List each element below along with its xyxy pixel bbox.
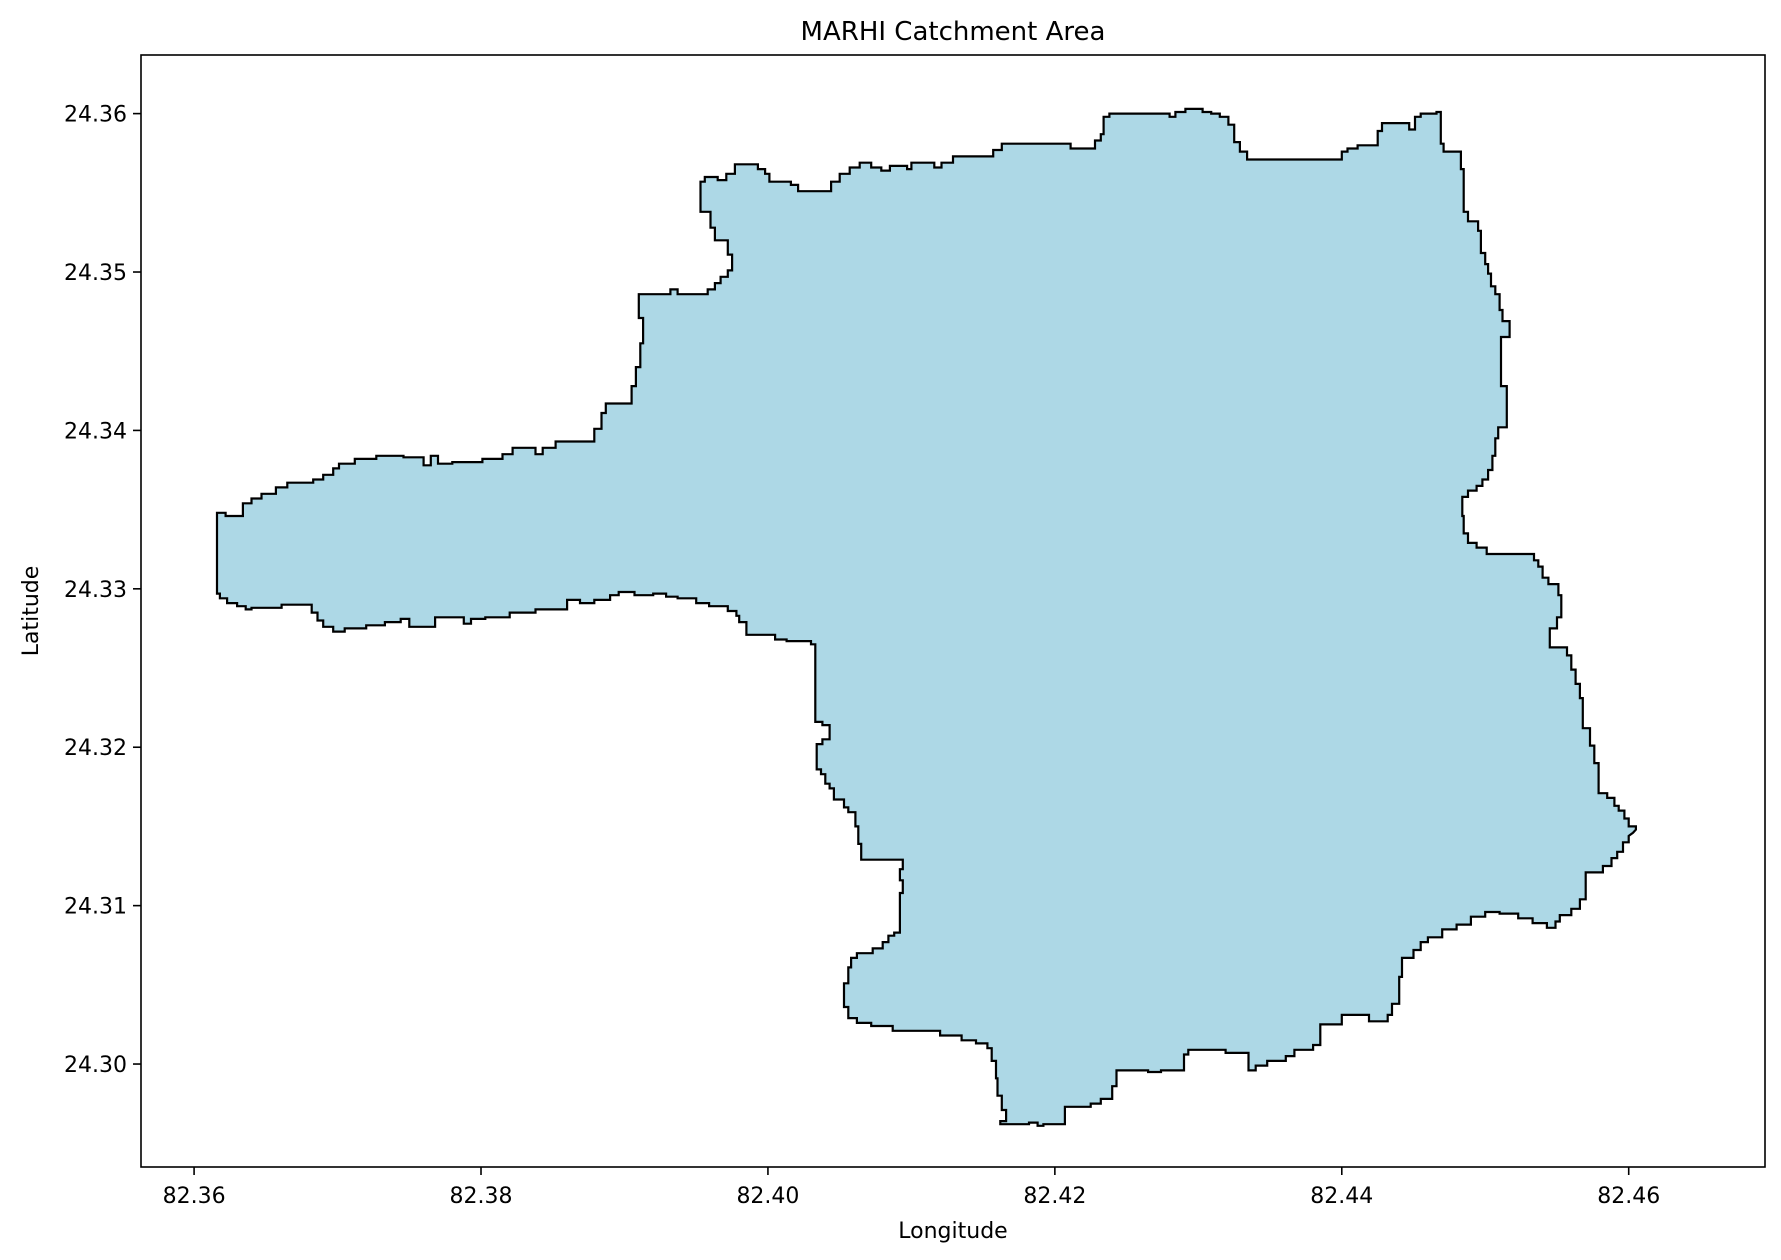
catchment-area-polygon [215,107,1638,1127]
x-tick-label: 82.42 [1023,1184,1086,1209]
y-axis-label: Latitude [19,566,44,657]
x-axis-label: Longitude [898,1219,1007,1244]
x-tick-label: 82.38 [450,1184,513,1209]
y-tick-label: 24.31 [64,895,127,920]
y-tick-label: 24.36 [64,103,127,128]
axes-frame [140,54,1766,1168]
y-tick-label: 24.33 [64,578,127,603]
y-tick-label: 24.34 [64,419,127,444]
x-tick-label: 82.36 [163,1184,226,1209]
y-tick-label: 24.30 [64,1053,127,1078]
chart-title: MARHI Catchment Area [801,17,1106,47]
y-axis-ticks: 24.30 24.31 24.32 24.33 24.34 24.35 24.36 [64,103,141,1078]
y-tick-label: 24.35 [64,261,127,286]
y-tick-label: 24.32 [64,736,127,761]
x-tick-label: 82.40 [736,1184,799,1209]
x-tick-label: 82.44 [1310,1184,1373,1209]
x-axis-ticks: 82.36 82.38 82.40 82.42 82.44 82.46 [163,1167,1660,1209]
x-tick-label: 82.46 [1597,1184,1660,1209]
